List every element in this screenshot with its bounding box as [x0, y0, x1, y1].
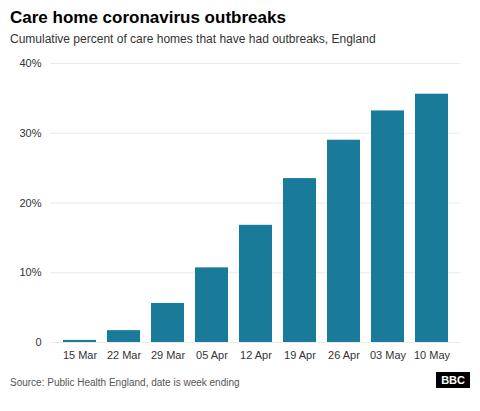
svg-text:05 Apr: 05 Apr — [196, 350, 228, 362]
svg-text:29 Mar: 29 Mar — [151, 350, 186, 362]
svg-text:10%: 10% — [19, 267, 41, 279]
svg-text:40%: 40% — [19, 57, 41, 69]
svg-text:0: 0 — [35, 336, 41, 348]
svg-text:10 May: 10 May — [414, 350, 451, 362]
html-text:Care home coronavirus outbreak: Care home coronavirus outbreaks — [10, 8, 286, 27]
svg-text:15 Mar: 15 Mar — [63, 350, 98, 362]
svg-text:03 May: 03 May — [370, 350, 407, 362]
svg-text:19 Apr: 19 Apr — [284, 350, 316, 362]
html-text:Cumulative percent of care hom: Cumulative percent of care homes that ha… — [10, 32, 376, 47]
svg-text:30%: 30% — [19, 127, 41, 139]
html-text:BBC: BBC — [441, 374, 465, 387]
html-text:Source: Public Health England,: Source: Public Health England, date is w… — [10, 377, 240, 389]
svg-text:22 Mar: 22 Mar — [107, 350, 142, 362]
svg-text:26 Apr: 26 Apr — [328, 350, 360, 362]
svg-text:12 Apr: 12 Apr — [240, 350, 272, 362]
svg-text:20%: 20% — [19, 197, 41, 209]
